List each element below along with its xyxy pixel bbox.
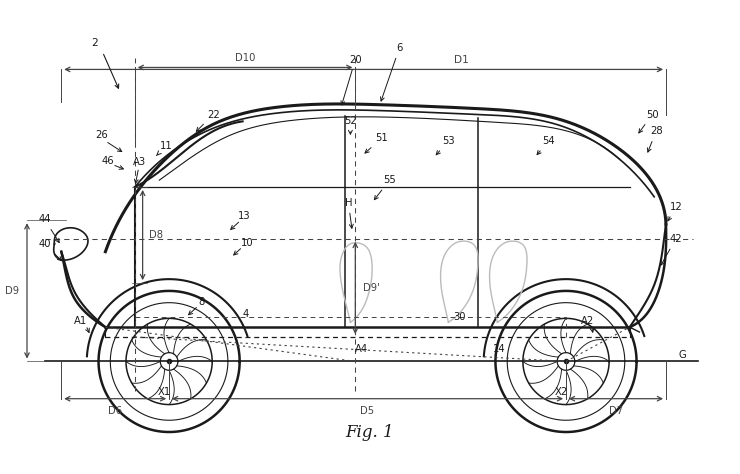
Text: 50: 50 xyxy=(639,109,659,133)
Text: 52: 52 xyxy=(344,116,357,134)
Text: 4: 4 xyxy=(243,310,249,319)
Text: 46: 46 xyxy=(101,155,114,165)
Text: D9': D9' xyxy=(363,283,380,293)
Text: 11: 11 xyxy=(156,141,172,155)
Text: 53: 53 xyxy=(437,136,454,155)
Text: 8: 8 xyxy=(198,297,205,307)
Text: 10: 10 xyxy=(240,238,253,248)
Text: D5: D5 xyxy=(360,406,374,416)
Text: D1: D1 xyxy=(454,55,469,64)
Text: Fig. 1: Fig. 1 xyxy=(346,424,394,440)
Text: A2: A2 xyxy=(581,316,594,326)
Text: 14: 14 xyxy=(493,344,505,354)
Text: 22: 22 xyxy=(196,109,220,131)
Text: 26: 26 xyxy=(95,130,108,140)
Text: 30: 30 xyxy=(454,312,465,322)
Text: D10: D10 xyxy=(235,53,255,63)
Text: 42: 42 xyxy=(661,234,682,265)
Text: D9: D9 xyxy=(5,286,19,296)
Text: 55: 55 xyxy=(374,175,396,200)
Text: 44: 44 xyxy=(38,214,59,243)
Text: 40: 40 xyxy=(38,239,61,261)
Text: D7: D7 xyxy=(609,406,623,416)
Text: 13: 13 xyxy=(238,211,250,221)
Text: A4: A4 xyxy=(355,344,369,354)
Text: 2: 2 xyxy=(91,38,98,48)
Text: 12: 12 xyxy=(667,201,682,221)
Text: X1: X1 xyxy=(158,387,171,397)
Text: D8: D8 xyxy=(149,230,163,240)
Text: H: H xyxy=(345,198,353,228)
Text: G: G xyxy=(679,349,687,359)
Text: A3: A3 xyxy=(133,157,146,167)
Text: A1: A1 xyxy=(74,316,87,326)
Text: D6: D6 xyxy=(108,406,122,416)
Text: 51: 51 xyxy=(365,133,388,153)
Text: 20: 20 xyxy=(341,55,362,105)
Text: 6: 6 xyxy=(380,43,403,101)
Text: 54: 54 xyxy=(537,136,555,155)
Text: 28: 28 xyxy=(648,126,662,152)
Text: X2: X2 xyxy=(554,387,568,397)
